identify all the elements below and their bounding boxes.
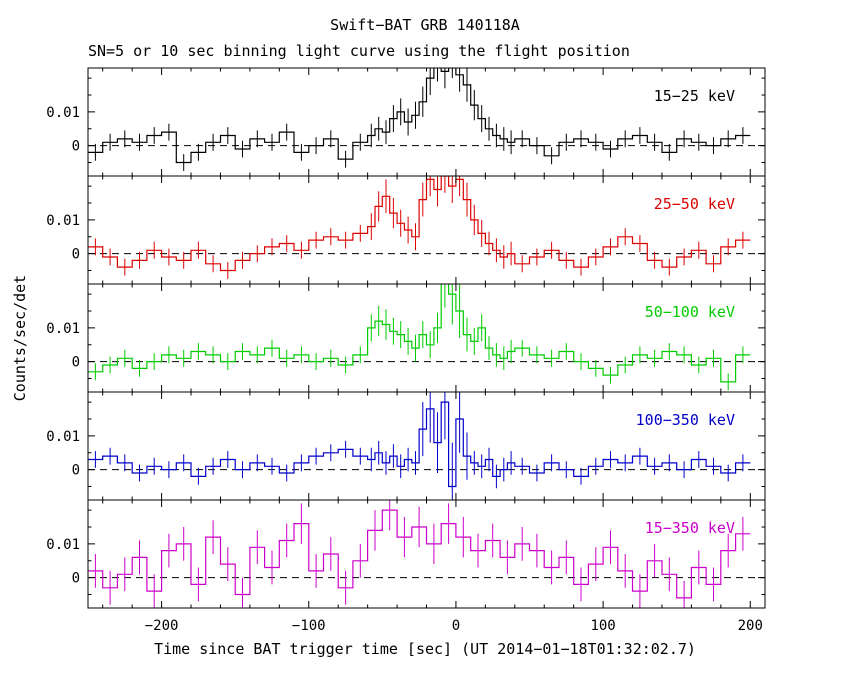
panel-3 <box>88 392 765 500</box>
x-tick-label: −200 <box>145 618 179 634</box>
x-tick-label: 100 <box>590 618 615 634</box>
lightcurve-steps <box>88 284 751 383</box>
band-label: 15−25 keV <box>654 87 735 105</box>
plot-subtitle: SN=5 or 10 sec binning light curve using… <box>88 42 630 60</box>
y-tick-label: 0 <box>72 571 80 587</box>
x-tick-label: −100 <box>292 618 326 634</box>
y-tick-label: 0 <box>72 463 80 479</box>
plot-title: Swift−BAT GRB 140118A <box>330 16 520 34</box>
panel-1 <box>88 176 765 279</box>
y-tick-label: 0.01 <box>46 537 80 553</box>
y-tick-label: 0.01 <box>46 321 80 337</box>
lightcurve-steps <box>88 68 751 164</box>
band-label: 25−50 keV <box>654 195 735 213</box>
panel-border <box>87 499 766 609</box>
panel-4 <box>88 500 765 608</box>
axis-ticks <box>88 68 765 176</box>
panel-2 <box>88 284 765 391</box>
axis-ticks <box>88 284 765 392</box>
x-tick-label: 0 <box>452 618 460 634</box>
y-tick-label: 0.01 <box>46 213 80 229</box>
axis-ticks <box>88 500 765 608</box>
error-bars <box>94 284 744 391</box>
y-tick-label: 0 <box>72 247 80 263</box>
y-tick-label: 0 <box>72 355 80 371</box>
error-bars <box>94 392 744 500</box>
lightcurve-steps <box>88 176 751 272</box>
x-axis-label: Time since BAT trigger time [sec] (UT 20… <box>154 640 696 658</box>
error-bars <box>94 68 744 171</box>
y-tick-label: 0.01 <box>46 429 80 445</box>
y-tick-label: 0 <box>72 139 80 155</box>
band-label: 100−350 keV <box>636 411 735 429</box>
error-bars <box>94 500 744 608</box>
panel-border <box>87 391 766 501</box>
panel-0 <box>88 68 765 171</box>
x-tick-label: 200 <box>738 618 763 634</box>
band-label: 15−350 keV <box>645 519 735 537</box>
axis-ticks <box>88 392 765 500</box>
axis-ticks <box>88 176 765 284</box>
band-label: 50−100 keV <box>645 303 735 321</box>
y-tick-label: 0.01 <box>46 105 80 121</box>
error-bars <box>94 176 744 279</box>
